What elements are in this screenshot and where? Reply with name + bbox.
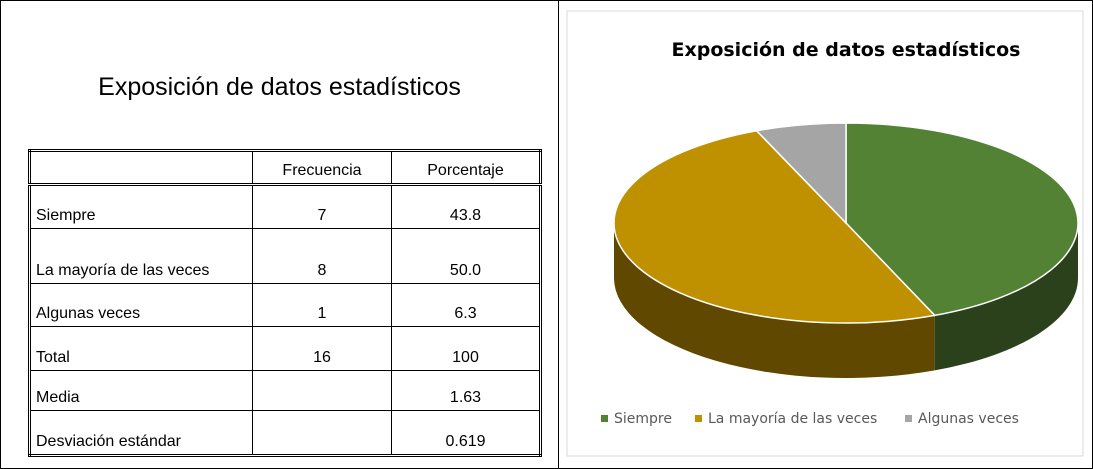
chart: Exposición de datos estadísticos Siempre…: [566, 10, 1084, 457]
header-cell: Frecuencia: [252, 150, 392, 186]
pie-slice-side: [934, 223, 1078, 371]
pie-slice: [612, 129, 937, 324]
table-cell: 6.3: [391, 283, 541, 327]
table: Frecuencia Porcentaje Siempre 7 43.8 La may…: [28, 149, 542, 457]
table-panel: Exposición de datos estadísticos Frecuen…: [1, 1, 559, 468]
table-cell: 43.8: [391, 184, 541, 229]
table-cell: 7: [252, 184, 392, 229]
table-cell: 1.63: [391, 370, 541, 411]
table-cell: Algunas veces: [29, 283, 253, 327]
table-cell: [252, 370, 392, 411]
table-row: Total 16 100: [29, 326, 541, 371]
table-cell: 100: [391, 326, 541, 371]
table-cell: Media: [29, 370, 253, 411]
legend-label: La mayoría de las veces: [708, 411, 877, 427]
header-cell: [29, 150, 253, 186]
pie-slice: [845, 122, 1079, 317]
pie-slice: [755, 122, 847, 225]
table-cell: 1: [252, 283, 392, 327]
header-cell: Porcentaje: [391, 150, 541, 186]
table-row: La mayoría de las veces 8 50.0: [29, 228, 541, 284]
table-cell: 50.0: [391, 228, 541, 284]
table-title: Exposición de datos estadísticos: [98, 73, 461, 101]
table-row: Siempre 7 43.8: [29, 184, 541, 229]
legend-swatch: [695, 415, 702, 422]
table-cell: 0.619: [391, 410, 541, 456]
table-cell: Desviación estándar: [29, 410, 253, 456]
table-cell: Total: [29, 326, 253, 371]
table-cell: Siempre: [29, 184, 253, 229]
chart-title: Exposición de datos estadísticos: [671, 39, 1020, 61]
header-row: Frecuencia Porcentaje: [29, 150, 541, 186]
table-row: Desviación estándar 0.619: [29, 410, 541, 456]
table-row: Algunas veces 1 6.3: [29, 283, 541, 327]
legend-swatch: [601, 415, 608, 422]
legend-label: Siempre: [614, 411, 672, 427]
legend-label: Algunas veces: [918, 411, 1019, 427]
legend-swatch: [905, 415, 912, 422]
pie-slice-side: [614, 223, 935, 378]
table-cell: [252, 410, 392, 456]
table-row: Media 1.63: [29, 370, 541, 411]
table-cell: La mayoría de las veces: [29, 228, 253, 284]
table-cell: 8: [252, 228, 392, 284]
table-cell: 16: [252, 326, 392, 371]
